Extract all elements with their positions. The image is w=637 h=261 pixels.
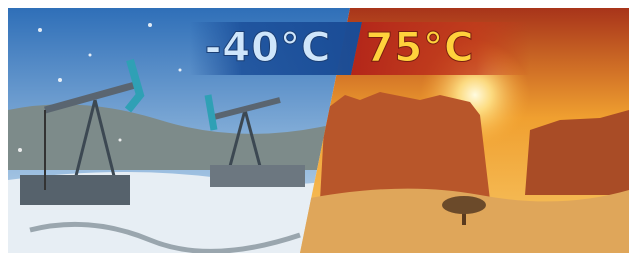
hot-temperature: 75°C bbox=[365, 25, 474, 71]
page: -40°C 75°C (() => { const data = JSON.pa… bbox=[0, 0, 637, 261]
cold-temperature: -40°C bbox=[205, 25, 332, 71]
rock-formation bbox=[320, 92, 490, 200]
scene: -40°C 75°C bbox=[0, 0, 637, 261]
